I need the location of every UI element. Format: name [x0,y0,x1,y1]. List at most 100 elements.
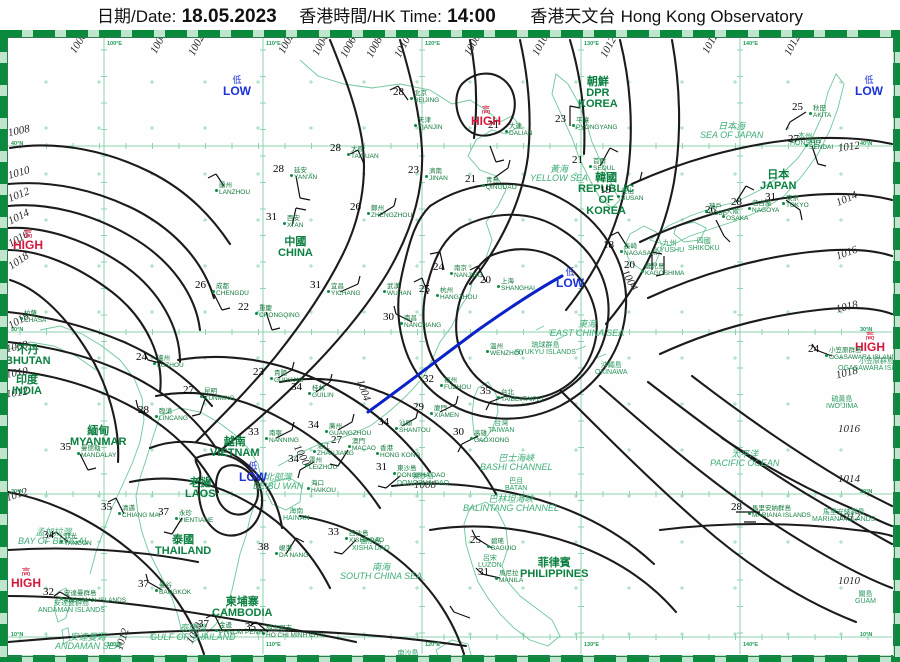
station-name-en: ZHANJIANG [317,449,354,457]
station-name-cn: 北京 [414,90,427,97]
island-label-en: KYUSHU [655,247,685,254]
country-label: 老撾 LAOS [185,478,216,500]
station-name-cn: 臨滄 [159,408,172,415]
station-dot [425,175,428,178]
lon-label-110e: 110°E [266,41,281,47]
country-label-en: THAILAND [155,545,212,557]
island-label-en: OGASAWARA ISLANDS [838,365,900,372]
station-temperature: 35 [480,385,491,397]
island-label-en: MARIANA ISLANDS [812,516,876,523]
coastlines [7,59,845,662]
station-name-cn: 大連 [509,123,522,130]
station-temperature: 28 [138,404,149,416]
country-label: 韓國 REPUBLIC OF KOREA [578,173,634,217]
station-label: 台北 TAIBEI/TAIPEI [501,389,543,403]
station-name-cn: 馬尼拉 [499,570,519,577]
station-name-cn: 馬里安納群島 [752,505,791,512]
station-dot [505,130,508,133]
station-name-cn: 延安 [294,167,307,174]
station-name-en: TIANJIN [418,123,443,131]
station-name-en: SHANGHAI [501,284,535,292]
island-label-en: GUAM [855,598,876,605]
country-label: 不丹 BHUTAN [5,345,51,367]
station-temperature: 33 [248,426,259,438]
sea-label-cn: 孟加拉灣 [35,527,72,537]
island-label: 台灣 TAIWAN [488,420,514,434]
station-label: 香港 HONG KONG [380,445,420,459]
station-name-cn: 拉薩 [24,310,37,317]
high-label-cn: 高 [21,567,31,577]
lon-label-140e: 140°E [743,41,759,47]
station-dot [215,189,218,192]
station-temperature: 31 [310,279,321,291]
station-name-en: GUILIN [312,391,334,399]
station-label: 大阪 OSAKA [726,208,748,222]
station-name-en: KUNMING [204,394,235,402]
station-name-en: HAIKOU [311,486,336,494]
country-label-cn: 中國 [284,236,307,248]
island-label-en: HAINAN [283,515,310,522]
station-name-en: BANGKOK [159,588,192,596]
station-dot [367,212,370,215]
station-name-en: ZHENGZHOU [371,211,413,219]
station-name-en: GAOXIONG [474,436,510,444]
station-temperature: 37 [198,618,209,630]
station-name-cn: 宜昌 [331,283,344,290]
station-name-cn: 海口 [311,480,324,487]
station-name-cn: 小笠原群島 [829,347,862,354]
station-label: 武漢 WUHAN [387,283,412,297]
station-label: 汕頭 SHANTOU [399,420,431,434]
station-label: 福州 FUZHOU [444,377,471,391]
station-name-cn: 溫州 [490,343,503,350]
station-dot [487,545,490,548]
station-name-en: HO CHI MINH CITY [266,631,324,639]
station-name-cn: 廈門 [434,405,447,412]
station-label: 曼德勒 MANDALAY [81,445,116,459]
station-label: 濟南 JINAN [429,168,448,182]
station-name-cn: 仙台 [809,137,822,144]
lon-label-100e-bottom: 100°E [107,642,123,648]
country-label-cn: 菲律賓 [537,557,571,569]
station-name-en: XI'AN [287,221,304,229]
lon-label-120e: 120°E [425,41,441,47]
surface-weather-map[interactable]: 40°N 30°N 20°N 10°N 40°N 30°N 20°N 10°N … [0,30,900,662]
station-name-en: XISHA DAO [349,536,385,544]
station-name-cn: 澳門 [352,438,365,445]
station-label: 馬里安納群島 MARIANA ISLANDS [752,505,811,519]
station-name-en: LEIZHOU [309,463,338,471]
island-label-en: ANDAMAN ISLANDS [38,607,105,614]
station-name-cn: 福州 [444,377,457,384]
island-label-en: XISHA DAO [352,545,390,552]
low-label-cn: 低 [864,75,874,85]
map-graphics [6,38,894,662]
island-label-cn: 四國 [696,238,711,245]
station-temperature: 31 [266,211,277,223]
pressure-centre-low: 低 LOW [844,76,894,98]
station-dot [430,412,433,415]
station-temperature: 34 [288,453,299,465]
isobar-label: 1014 [838,473,860,485]
isobar-label: 1012 [838,511,860,523]
island-label-cn: 小笠原群島 [858,358,894,365]
island-label: 南沙島 NANSHA DAO [385,650,431,662]
sea-label-en: EAST CHINA SEA [550,328,625,338]
station-temperature: 28 [330,142,341,154]
station-temperature: 37 [158,506,169,518]
station-temperature: 22 [238,301,249,313]
lon-label-120e-bottom: 120°E [425,642,441,648]
station-name-cn: 貴陽 [274,370,287,377]
station-label: 永珍 VIENTIANE [179,510,213,524]
station-name-cn: 天津 [418,117,431,124]
sea-label-en: BASHI CHANNEL [480,462,553,472]
station-temperature: 24 [433,261,444,273]
station-label: 桂林 GUILIN [312,385,334,399]
country-label-en: INDIA [12,385,42,397]
station-label: 天津 TIANJIN [418,117,443,131]
station-dot [414,124,417,127]
high-label-en: HIGH [855,340,885,354]
station-name-cn: 清邁 [122,505,135,512]
station-temperature: 35 [101,501,112,513]
station-name-en: CHENGDU [216,289,249,297]
sea-label-cn: 巴林坦海峽 [488,494,534,504]
island-label-en: DONGSHA DAO [397,480,450,487]
